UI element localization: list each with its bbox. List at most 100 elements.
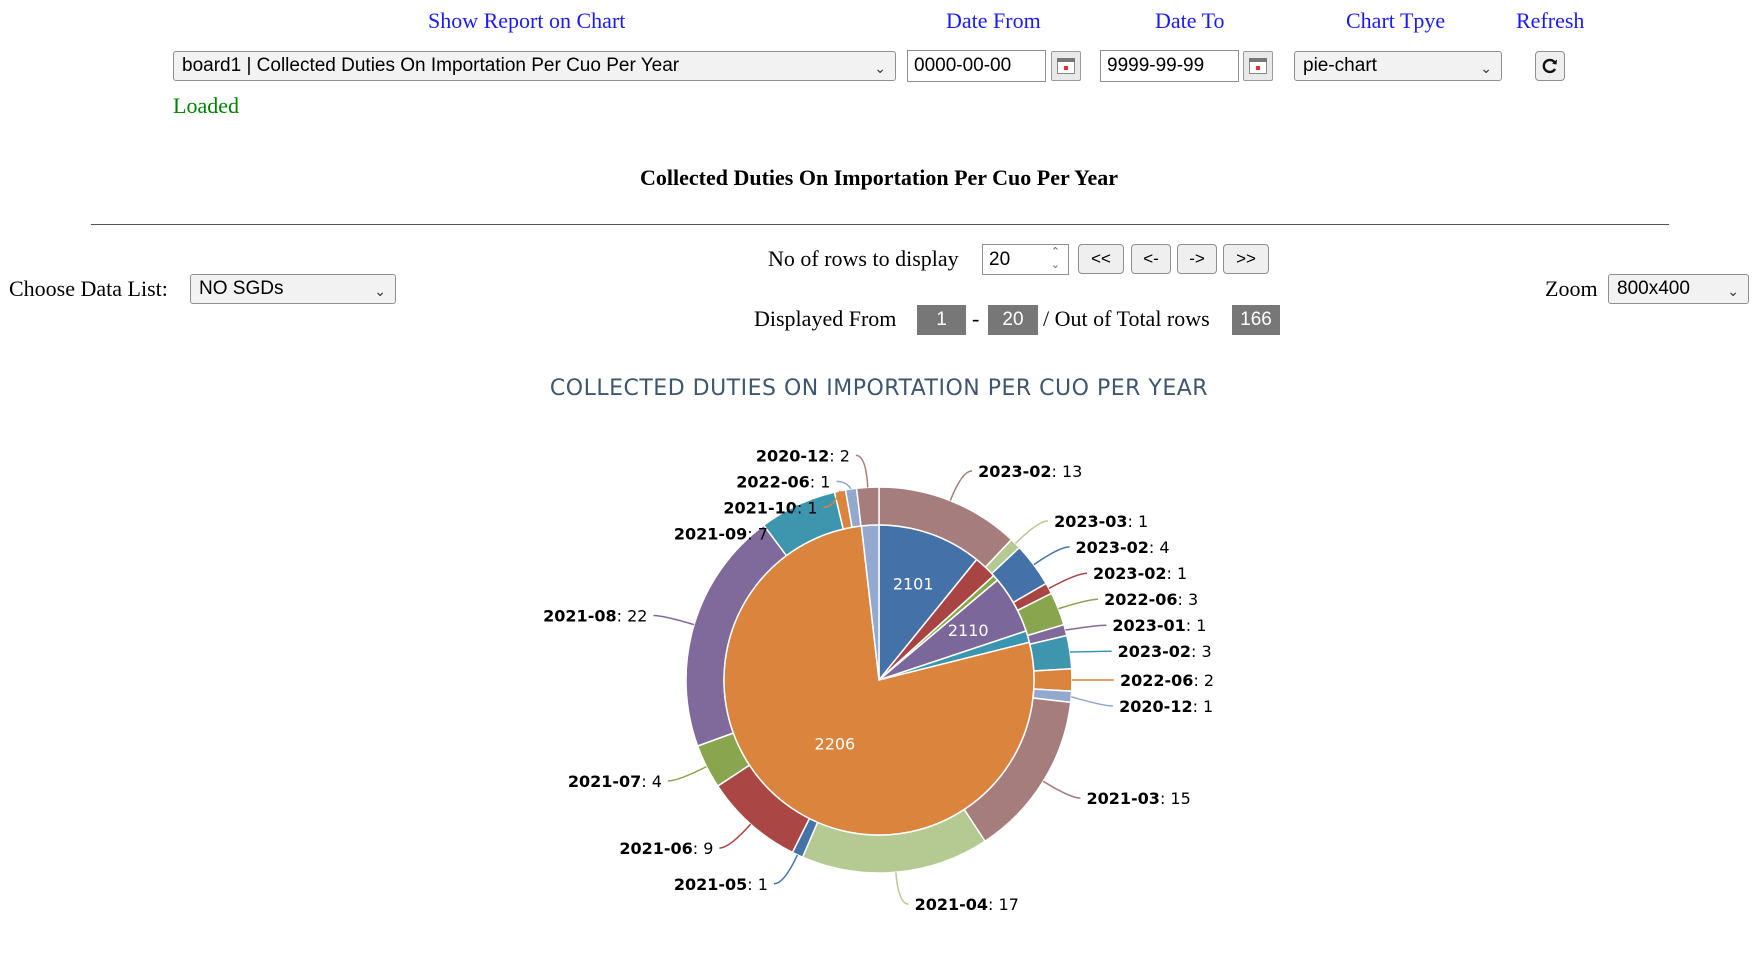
label-connector	[895, 872, 909, 905]
outer-slice-label: 2022-06: 2	[1120, 671, 1214, 690]
outer-slice-value: : 4	[1149, 538, 1170, 557]
outer-slice-name: 2023-02	[1118, 642, 1191, 661]
outer-slice-label: 2020-12: 2	[756, 446, 850, 465]
outer-slice-value: : 22	[617, 606, 648, 625]
outer-slice-label: 2023-02: 13	[978, 462, 1082, 481]
rows-label: No of rows to display	[768, 246, 959, 271]
refresh-label: Refresh	[1516, 8, 1585, 33]
displayed-from-label: Displayed From	[754, 306, 897, 331]
outer-slice-value: : 1	[810, 472, 831, 491]
outer-slice-name: 2022-06	[1104, 590, 1177, 609]
zoom-select[interactable]: 800x400 ⌄	[1608, 274, 1749, 304]
data-list-value: NO SGDs	[199, 278, 284, 299]
data-list-select[interactable]: NO SGDs ⌄	[190, 274, 396, 304]
zoom-label: Zoom	[1545, 276, 1598, 301]
report-select-value: board1 | Collected Duties On Importation…	[182, 55, 680, 76]
date-from-label: Date From	[946, 8, 1041, 33]
next-page-button[interactable]: ->	[1177, 244, 1217, 274]
outer-slice-7[interactable]	[1032, 667, 1073, 693]
outer-slice-label: 2021-08: 22	[543, 606, 647, 625]
label-connector	[653, 614, 695, 626]
chart-type-value: pie-chart	[1303, 55, 1377, 76]
outer-slice-name: 2021-04	[915, 895, 988, 914]
label-connector	[855, 454, 869, 488]
label-connector	[667, 765, 707, 782]
choose-data-label: Choose Data List:	[9, 276, 168, 301]
first-page-button[interactable]: <<	[1078, 244, 1124, 274]
rows-stepper[interactable]: 20 ⌃ ⌄	[982, 244, 1069, 275]
outer-slice-label: 2023-03: 1	[1054, 512, 1148, 531]
chevron-down-icon: ⌄	[874, 60, 886, 76]
divider	[91, 224, 1669, 225]
date-to-input[interactable]: 9999-99-99	[1100, 50, 1239, 82]
outer-slice-name: 2023-01	[1112, 616, 1185, 635]
stepper-arrows-icon: ⌃ ⌄	[1050, 246, 1060, 271]
refresh-button[interactable]	[1535, 51, 1565, 81]
calendar-icon[interactable]	[1243, 51, 1273, 81]
outer-slice-value: : 4	[641, 772, 662, 791]
outer-slice-value: : 17	[988, 895, 1019, 914]
chart-type-select[interactable]: pie-chart ⌄	[1294, 51, 1502, 81]
chevron-down-icon: ⌄	[1480, 60, 1492, 76]
outer-slice-label: 2021-10: 1	[723, 498, 817, 517]
outer-slice-value: : 13	[1052, 462, 1083, 481]
label-connector	[773, 854, 799, 885]
label-connector	[823, 490, 841, 509]
calendar-icon[interactable]	[1051, 51, 1081, 81]
from-value: 1	[917, 305, 966, 335]
outer-slice-value: : 15	[1160, 789, 1191, 808]
outer-slice-value: : 3	[1191, 642, 1212, 661]
outer-slice-name: 2021-06	[619, 839, 692, 858]
outer-slice-label: 2022-06: 3	[1104, 590, 1198, 609]
show-report-label: Show Report on Chart	[428, 8, 626, 33]
outer-slice-value: : 2	[829, 446, 850, 465]
label-connector	[836, 480, 852, 490]
outer-slice-label: 2021-06: 9	[619, 839, 713, 858]
date-to-label: Date To	[1155, 8, 1225, 33]
outer-slice-label: 2023-02: 4	[1075, 538, 1169, 557]
outer-slice-value: : 1	[1166, 564, 1187, 583]
date-from-value: 0000-00-00	[914, 55, 1012, 76]
inner-slice-label: 2101	[893, 575, 934, 594]
rows-value: 20	[989, 249, 1011, 270]
label-connector	[1058, 598, 1099, 610]
outer-slice-name: 2021-09	[674, 524, 747, 543]
outer-slice-name: 2023-03	[1054, 512, 1127, 531]
outer-slice-label: 2022-06: 1	[736, 472, 830, 491]
outer-slice-label: 2021-05: 1	[674, 875, 768, 894]
label-connector	[719, 823, 752, 849]
outer-slice-name: 2021-08	[543, 606, 616, 625]
outer-slice-name: 2022-06	[736, 472, 809, 491]
outer-slice-name: 2021-07	[568, 772, 641, 791]
inner-slice-6[interactable]	[860, 524, 880, 681]
outer-slice-value: : 1	[1128, 512, 1149, 531]
outer-slice-label: 2023-01: 1	[1112, 616, 1206, 635]
outer-slice-name: 2020-12	[756, 446, 829, 465]
report-title: Collected Duties On Importation Per Cuo …	[639, 165, 1119, 190]
outer-slice-label: 2020-12: 1	[1119, 697, 1213, 716]
chevron-down-icon: ⌄	[1727, 283, 1739, 299]
last-page-button[interactable]: >>	[1223, 244, 1269, 274]
outer-slice-name: 2022-06	[1120, 671, 1193, 690]
report-select[interactable]: board1 | Collected Duties On Importation…	[173, 51, 896, 81]
to-value: 20	[988, 305, 1038, 335]
outer-slice-value: : 2	[1193, 671, 1214, 690]
outer-slice-label: 2021-09: 7	[674, 524, 768, 543]
zoom-value: 800x400	[1617, 278, 1690, 299]
inner-slice-0[interactable]	[878, 524, 978, 683]
outer-slice-name: 2021-10	[723, 498, 796, 517]
label-connector	[1042, 780, 1081, 799]
label-connector	[1048, 572, 1088, 590]
outer-slice-label: 2021-07: 4	[568, 772, 662, 791]
outer-slice-18[interactable]	[855, 486, 880, 527]
date-from-input[interactable]: 0000-00-00	[907, 50, 1046, 82]
outer-slice-name: 2023-02	[978, 462, 1051, 481]
outer-slice-value: : 1	[1186, 616, 1207, 635]
refresh-icon	[1542, 58, 1557, 74]
outer-slice-label: 2023-02: 3	[1118, 642, 1212, 661]
inner-slice-5[interactable]	[723, 525, 1035, 836]
prev-page-button[interactable]: <-	[1131, 244, 1171, 274]
outer-slice-value: : 1	[797, 498, 818, 517]
outer-slice-value: : 7	[747, 524, 768, 543]
outer-slice-value: : 9	[693, 839, 714, 858]
